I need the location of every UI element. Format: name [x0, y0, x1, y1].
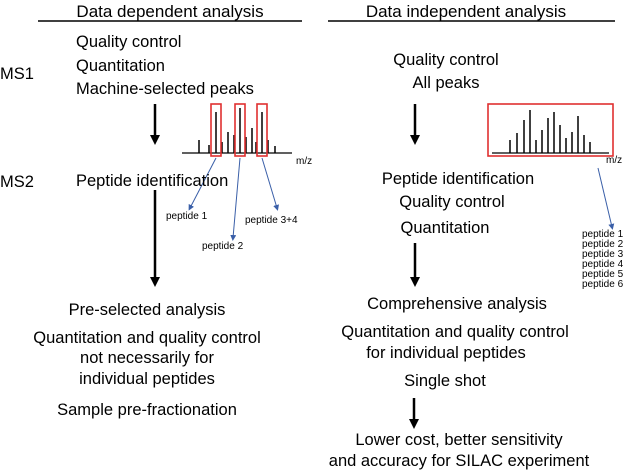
dda-peptide-pointers [188, 157, 280, 241]
dda-ms1-item: Machine-selected peaks [76, 80, 254, 98]
dda-result-line: individual peptides [79, 370, 215, 388]
dda-selected-peak-boxes [210, 103, 268, 157]
dda-peak-box-1 [210, 103, 222, 157]
dia-spectrum [487, 103, 615, 230]
dda-result-last: Sample pre-fractionation [57, 401, 237, 419]
dia-peptide-list-item: peptide 4 [582, 259, 624, 270]
dda-peptide-label: peptide 3+4 [245, 215, 298, 226]
dda-peak-box-2 [234, 103, 246, 157]
dda-result-line: Quantitation and quality control [33, 329, 261, 347]
ms1-label: MS1 [0, 65, 34, 83]
dia-peptide-list-item: peptide 2 [582, 239, 624, 250]
ms2-label: MS2 [0, 173, 34, 191]
dda-peak-box-3 [256, 103, 268, 157]
dia-result-mid: Single shot [404, 372, 486, 390]
dia-result-title: Comprehensive analysis [367, 295, 547, 313]
dda-spectrum [182, 103, 292, 241]
dda-peptide-label: peptide 2 [202, 241, 244, 252]
dia-heading: Data independent analysis [365, 2, 567, 21]
dia-spectrum-peaks [509, 110, 591, 153]
dia-axis-label: m/z [606, 155, 623, 166]
dda-heading: Data dependent analysis [76, 2, 264, 21]
dia-result-line: for individual peptides [366, 344, 526, 362]
dia-peptide-list-item: peptide 6 [582, 279, 624, 290]
dda-ms2-item: Peptide identification [76, 172, 229, 190]
dia-peptide-list-item: peptide 3 [582, 249, 624, 260]
dda-result-line: not necessarily for [80, 349, 214, 367]
dia-ms1-item: Quality control [393, 51, 499, 69]
dia-ms1-item: All peaks [412, 74, 480, 92]
dda-result-title: Pre-selected analysis [68, 301, 226, 319]
dda-ms1-item: Quantitation [76, 57, 165, 75]
dia-final-line: Lower cost, better sensitivity [355, 431, 563, 449]
dia-ms2-item: Peptide identification [381, 170, 535, 188]
dda-ms1-item: Quality control [76, 33, 182, 51]
dda-peptide-label: peptide 1 [166, 211, 208, 222]
dia-peptide-pointer [597, 167, 615, 230]
dia-all-peaks-box [487, 103, 614, 157]
dia-ms2-item: Quality control [399, 193, 505, 211]
dia-ms2-item: Quantitation [400, 219, 490, 237]
dda-spectrum-peaks [198, 108, 276, 153]
dia-result-line: Quantitation and quality control [341, 323, 569, 341]
dia-peptide-list-item: peptide 1 [582, 229, 624, 240]
dia-final-line: and accuracy for SILAC experiment [328, 452, 590, 470]
dda-axis-label: m/z [296, 156, 313, 167]
dia-peptide-list-item: peptide 5 [582, 269, 624, 280]
